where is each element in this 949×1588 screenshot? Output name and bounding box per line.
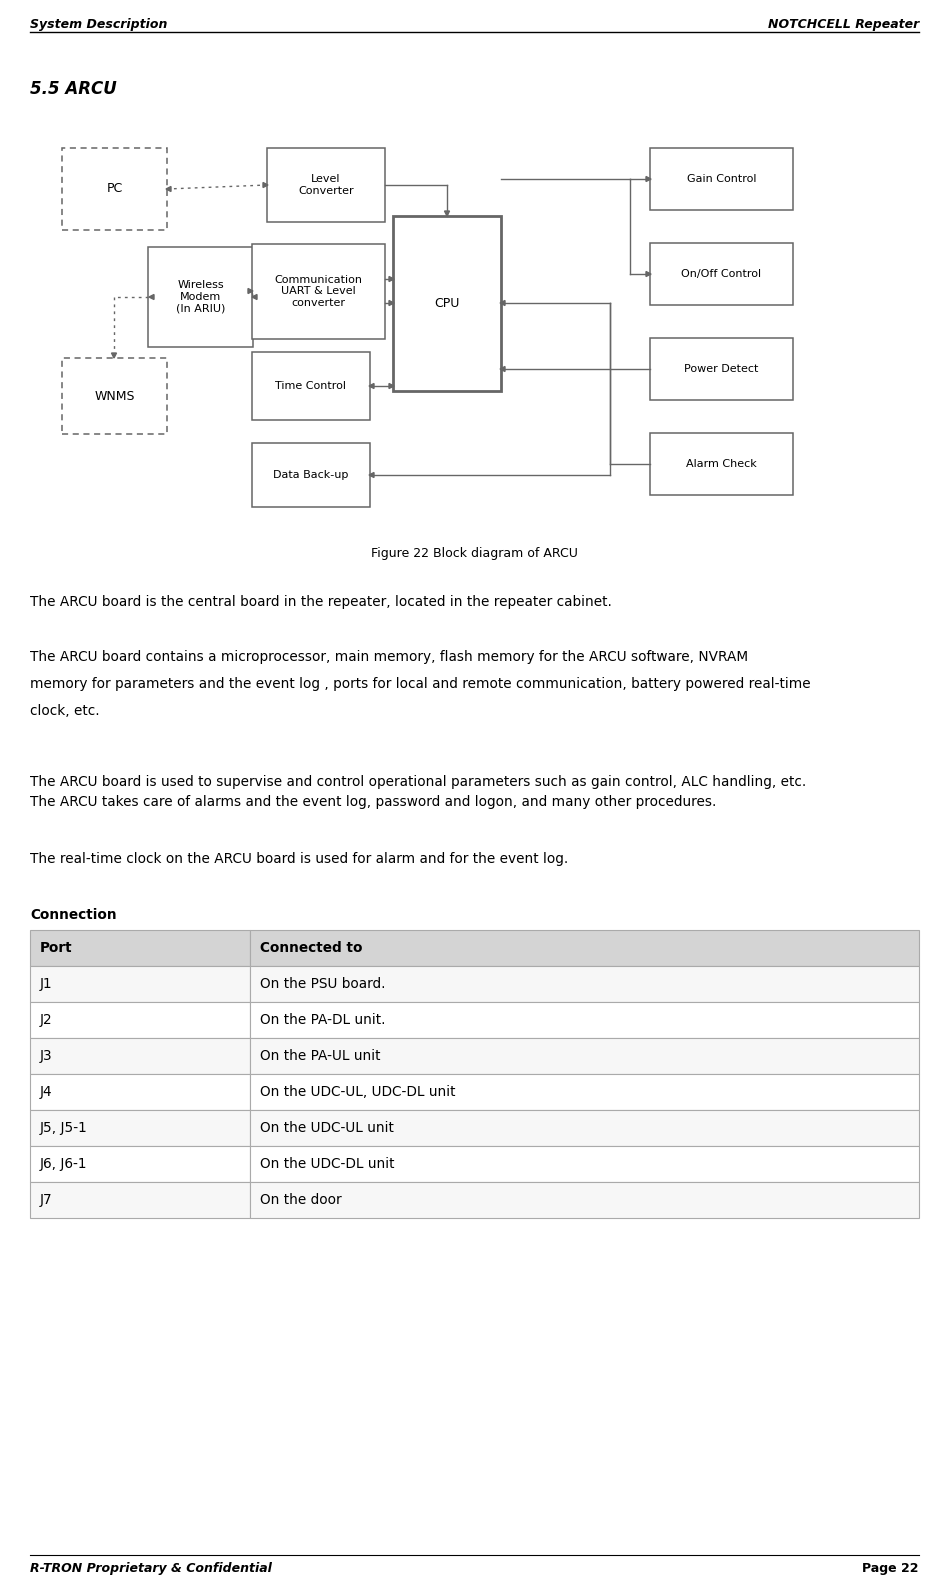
- Bar: [650, 243, 793, 305]
- Text: Wireless
Modem
(In ARIU): Wireless Modem (In ARIU): [176, 281, 225, 313]
- Text: Time Control: Time Control: [275, 381, 346, 391]
- Text: Page 22: Page 22: [863, 1563, 919, 1575]
- Polygon shape: [248, 289, 253, 294]
- Text: The ARCU board is the central board in the repeater, located in the repeater cab: The ARCU board is the central board in t…: [30, 596, 612, 610]
- Polygon shape: [111, 353, 117, 357]
- Text: WNMS: WNMS: [94, 389, 135, 402]
- Text: On the UDC-UL, UDC-DL unit: On the UDC-UL, UDC-DL unit: [260, 1085, 456, 1099]
- Text: On the UDC-DL unit: On the UDC-DL unit: [260, 1158, 395, 1170]
- Text: clock, etc.: clock, etc.: [30, 703, 100, 718]
- Polygon shape: [149, 294, 154, 300]
- Text: On the PA-DL unit.: On the PA-DL unit.: [260, 1013, 385, 1027]
- Bar: [30, 1073, 250, 1110]
- Text: The real-time clock on the ARCU board is used for alarm and for the event log.: The real-time clock on the ARCU board is…: [30, 853, 568, 865]
- Bar: [250, 966, 919, 1002]
- Bar: [62, 357, 167, 434]
- Text: System Description: System Description: [30, 17, 167, 32]
- Text: Alarm Check: Alarm Check: [686, 459, 757, 468]
- Bar: [30, 1147, 250, 1181]
- Text: On/Off Control: On/Off Control: [681, 268, 761, 279]
- Text: PC: PC: [106, 183, 122, 195]
- Bar: [650, 338, 793, 400]
- Polygon shape: [646, 272, 651, 276]
- Bar: [250, 1039, 919, 1073]
- Text: J4: J4: [40, 1085, 52, 1099]
- Text: The ARCU takes care of alarms and the event log, password and logon, and many ot: The ARCU takes care of alarms and the ev…: [30, 796, 716, 808]
- Polygon shape: [369, 383, 374, 389]
- Bar: [30, 966, 250, 1002]
- Text: Connection: Connection: [30, 908, 117, 923]
- Text: Connected to: Connected to: [260, 942, 363, 954]
- Text: On the PSU board.: On the PSU board.: [260, 977, 385, 991]
- Text: R-TRON Proprietary & Confidential: R-TRON Proprietary & Confidential: [30, 1563, 271, 1575]
- Polygon shape: [389, 276, 394, 281]
- Text: CPU: CPU: [435, 297, 459, 310]
- Text: The ARCU board is used to supervise and control operational parameters such as g: The ARCU board is used to supervise and …: [30, 775, 807, 789]
- Bar: [30, 1039, 250, 1073]
- Bar: [30, 1002, 250, 1039]
- Polygon shape: [646, 176, 651, 181]
- Text: J5, J5-1: J5, J5-1: [40, 1121, 87, 1135]
- Text: J3: J3: [40, 1050, 52, 1062]
- Polygon shape: [500, 367, 505, 372]
- Text: J1: J1: [40, 977, 52, 991]
- Polygon shape: [263, 183, 268, 187]
- Polygon shape: [389, 383, 394, 389]
- Text: Level
Converter: Level Converter: [298, 175, 354, 195]
- Text: Figure 22 Block diagram of ARCU: Figure 22 Block diagram of ARCU: [371, 546, 578, 561]
- Text: memory for parameters and the event log , ports for local and remote communicati: memory for parameters and the event log …: [30, 676, 810, 691]
- Text: J2: J2: [40, 1013, 52, 1027]
- Polygon shape: [389, 300, 394, 305]
- Polygon shape: [369, 473, 374, 478]
- Bar: [250, 1073, 919, 1110]
- Bar: [252, 353, 370, 419]
- Bar: [250, 931, 919, 966]
- Polygon shape: [166, 186, 171, 192]
- Text: Port: Port: [40, 942, 73, 954]
- Text: Power Detect: Power Detect: [684, 364, 758, 375]
- Bar: [62, 148, 167, 230]
- Text: J7: J7: [40, 1193, 52, 1207]
- Polygon shape: [444, 211, 450, 216]
- Text: NOTCHCELL Repeater: NOTCHCELL Repeater: [768, 17, 919, 32]
- Text: The ARCU board contains a microprocessor, main memory, flash memory for the ARCU: The ARCU board contains a microprocessor…: [30, 649, 748, 664]
- Text: On the PA-UL unit: On the PA-UL unit: [260, 1050, 381, 1062]
- Polygon shape: [500, 300, 505, 305]
- Bar: [250, 1181, 919, 1218]
- Bar: [30, 1110, 250, 1147]
- Text: On the UDC-UL unit: On the UDC-UL unit: [260, 1121, 394, 1135]
- Bar: [250, 1147, 919, 1181]
- Bar: [393, 216, 501, 391]
- Text: 5.5 ARCU: 5.5 ARCU: [30, 79, 117, 98]
- Text: Data Back-up: Data Back-up: [273, 470, 348, 480]
- Bar: [252, 245, 385, 338]
- Bar: [30, 931, 250, 966]
- Text: J6, J6-1: J6, J6-1: [40, 1158, 87, 1170]
- Bar: [267, 148, 385, 222]
- Polygon shape: [252, 294, 257, 300]
- Bar: [250, 1110, 919, 1147]
- Bar: [148, 248, 253, 348]
- Text: On the door: On the door: [260, 1193, 342, 1207]
- Bar: [252, 443, 370, 507]
- Text: Gain Control: Gain Control: [687, 175, 756, 184]
- Text: Communication
UART & Level
converter: Communication UART & Level converter: [274, 275, 363, 308]
- Bar: [650, 148, 793, 210]
- Bar: [250, 1002, 919, 1039]
- Bar: [650, 434, 793, 495]
- Bar: [30, 1181, 250, 1218]
